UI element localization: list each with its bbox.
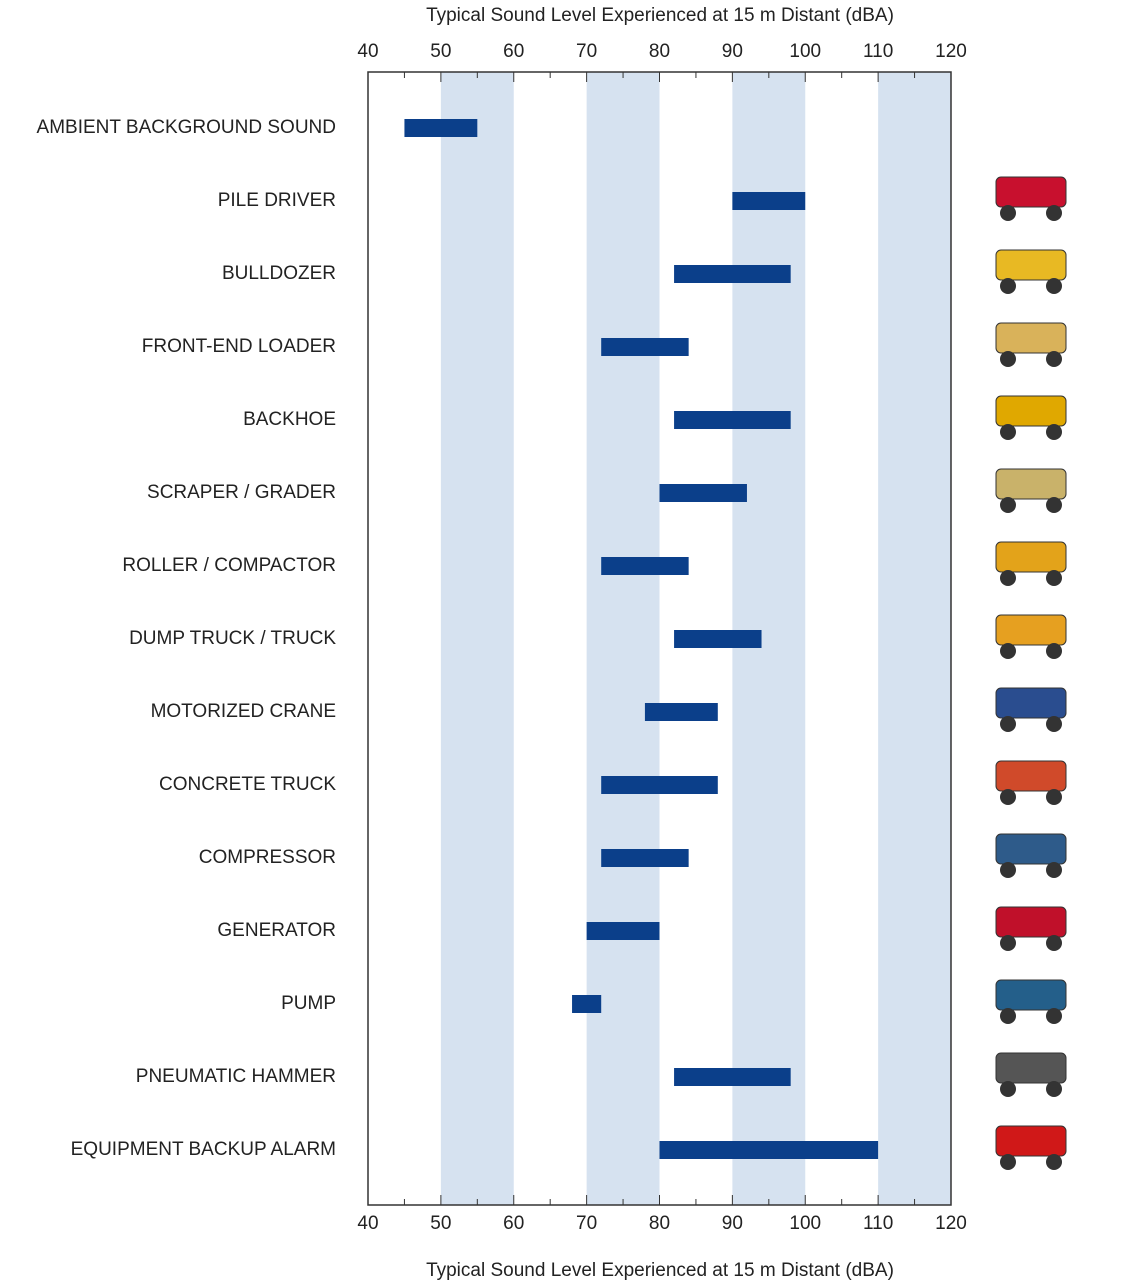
x-tick-label-top: 70 [576,41,597,62]
equipment-icon-body [995,322,1067,354]
equipment-icon-wheel [1046,1008,1062,1024]
equipment-icon-wheel [1046,570,1062,586]
equipment-icon-wheel [1046,862,1062,878]
equipment-icon-wheel [1000,1008,1016,1024]
equipment-icon-body [995,249,1067,281]
category-label: AMBIENT BACKGROUND SOUND [37,117,336,138]
x-tick-label-bottom: 120 [935,1213,967,1234]
equipment-icon-body [995,1052,1067,1084]
x-tick-label-bottom: 100 [789,1213,821,1234]
shaded-band [440,72,514,1205]
equipment-icon-wheel [1000,570,1016,586]
equipment-icon-wheel [1046,1154,1062,1170]
equipment-icon-wheel [1000,1154,1016,1170]
equipment-icon-wheel [1000,424,1016,440]
equipment-icon-wheel [1046,716,1062,732]
equipment-icon-wheel [1000,935,1016,951]
range-bar [644,703,718,721]
equipment-icon-wheel [1046,351,1062,367]
equipment-icon-wheel [1000,789,1016,805]
x-tick-label-bottom: 80 [649,1213,670,1234]
range-bar [601,776,718,794]
equipment-icon-wheel [1046,1081,1062,1097]
x-tick-label-bottom: 50 [430,1213,451,1234]
x-tick-label-bottom: 60 [503,1213,524,1234]
equipment-icon-wheel [1000,716,1016,732]
x-tick-label-bottom: 70 [576,1213,597,1234]
category-label: COMPRESSOR [199,847,336,868]
equipment-icon-body [995,979,1067,1011]
range-bar [601,557,689,575]
equipment-icon-wheel [1000,351,1016,367]
equipment-icon-body [995,687,1067,719]
equipment-icon-body [995,541,1067,573]
equipment-icon-wheel [1046,424,1062,440]
category-label: FRONT-END LOADER [142,336,336,357]
range-bar [601,849,689,867]
x-tick-label-bottom: 110 [863,1213,893,1234]
x-tick-label-top: 60 [503,41,524,62]
category-label: SCRAPER / GRADER [147,482,336,503]
x-tick-label-top: 50 [430,41,451,62]
category-label: BACKHOE [243,409,336,430]
x-tick-label-top: 80 [649,41,670,62]
equipment-icon-body [995,468,1067,500]
x-tick-label-top: 100 [789,41,821,62]
x-tick-label-top: 110 [863,41,893,62]
equipment-icon-wheel [1000,1081,1016,1097]
x-tick-label-top: 90 [722,41,743,62]
equipment-icon-wheel [1000,205,1016,221]
range-bar [674,630,762,648]
category-label: PILE DRIVER [218,190,336,211]
category-label: DUMP TRUCK / TRUCK [129,628,336,649]
category-label: PNEUMATIC HAMMER [136,1066,336,1087]
range-bar [404,119,478,137]
x-axis-title-top: Typical Sound Level Experienced at 15 m … [426,5,894,26]
equipment-icon-body [995,614,1067,646]
equipment-icon-wheel [1046,935,1062,951]
shaded-band [878,72,951,1205]
equipment-icon-wheel [1046,497,1062,513]
equipment-icon-wheel [1046,205,1062,221]
range-bar [601,338,689,356]
category-label: PUMP [281,993,336,1014]
x-tick-label-top: 40 [357,41,378,62]
equipment-icon-body [995,833,1067,865]
range-bar [674,1068,791,1086]
equipment-icon-wheel [1046,278,1062,294]
range-bar [586,922,660,940]
x-tick-label-top: 120 [935,41,967,62]
x-tick-label-bottom: 40 [357,1213,378,1234]
category-label: EQUIPMENT BACKUP ALARM [71,1139,336,1160]
range-bar [572,995,602,1013]
category-label: MOTORIZED CRANE [151,701,336,722]
equipment-icon-wheel [1046,643,1062,659]
range-bar [659,1141,879,1159]
equipment-icon-wheel [1000,278,1016,294]
category-label: GENERATOR [217,920,336,941]
x-tick-label-bottom: 90 [722,1213,743,1234]
equipment-icon-body [995,395,1067,427]
range-bar [674,265,791,283]
equipment-icon-body [995,1125,1067,1157]
equipment-icon-body [995,906,1067,938]
range-bar [732,192,806,210]
equipment-icon-body [995,760,1067,792]
shaded-band [586,72,660,1205]
equipment-icon-body [995,176,1067,208]
equipment-icon-wheel [1000,862,1016,878]
equipment-icon-wheel [1000,643,1016,659]
range-bar [659,484,747,502]
category-label: BULLDOZER [222,263,336,284]
range-bar [674,411,791,429]
x-axis-title-bottom: Typical Sound Level Experienced at 15 m … [426,1260,894,1281]
category-label: CONCRETE TRUCK [159,774,336,795]
equipment-icon-wheel [1000,497,1016,513]
equipment-icon-wheel [1046,789,1062,805]
category-label: ROLLER / COMPACTOR [122,555,336,576]
